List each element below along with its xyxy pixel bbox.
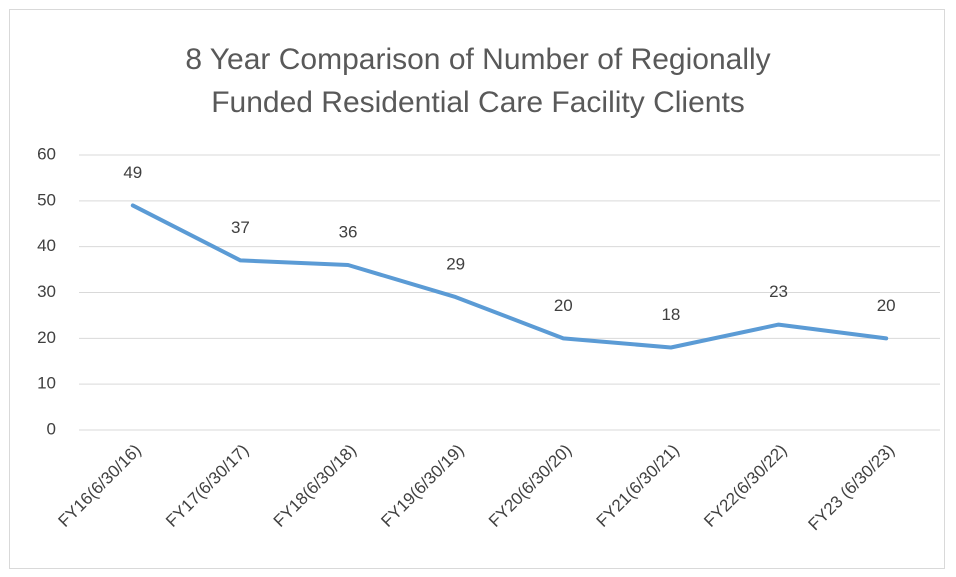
y-tick-label: 60	[37, 144, 56, 163]
y-tick-label: 0	[47, 419, 56, 438]
data-label: 29	[446, 255, 465, 274]
x-tick-label: FY16(6/30/16)	[55, 441, 145, 531]
x-tick-label: FY23 (6/30/23)	[805, 441, 899, 535]
x-tick-label: FY20(6/30/20)	[485, 441, 575, 531]
y-tick-label: 20	[37, 328, 56, 347]
data-label: 20	[554, 296, 573, 315]
data-label: 49	[123, 163, 142, 182]
data-label: 36	[339, 222, 358, 241]
title-box: 8 Year Comparison of Number of Regionall…	[0, 38, 956, 124]
x-tick-label: FY19(6/30/19)	[377, 441, 467, 531]
y-tick-label: 40	[37, 236, 56, 255]
data-label: 18	[661, 305, 680, 324]
chart-title: 8 Year Comparison of Number of Regionall…	[185, 43, 771, 119]
x-tick-label: FY22(6/30/22)	[700, 441, 790, 531]
data-label: 20	[877, 296, 896, 315]
data-line	[130, 203, 889, 350]
chart-frame	[9, 9, 945, 569]
y-tick-label: 30	[37, 282, 56, 301]
x-tick-label: FY21(6/30/21)	[593, 441, 683, 531]
data-label: 23	[769, 282, 788, 301]
x-tick-label: FY18(6/30/18)	[270, 441, 360, 531]
y-tick-label: 10	[37, 374, 56, 393]
data-label: 37	[231, 218, 250, 237]
y-tick-label: 50	[37, 190, 56, 209]
x-tick-label: FY17(6/30/17)	[162, 441, 252, 531]
